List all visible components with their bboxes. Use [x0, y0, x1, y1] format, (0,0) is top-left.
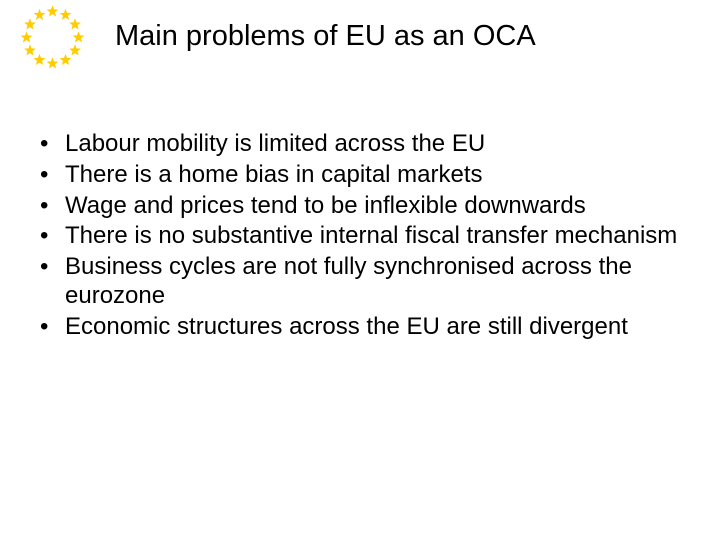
slide-title: Main problems of EU as an OCA [115, 20, 700, 53]
slide-body: Labour mobility is limited across the EU… [30, 130, 690, 344]
eu-flag-icon [0, 0, 105, 75]
bullet-item: Labour mobility is limited across the EU [30, 130, 690, 159]
bullet-list: Labour mobility is limited across the EU… [30, 130, 690, 342]
bullet-item: Economic structures across the EU are st… [30, 313, 690, 342]
bullet-item: Business cycles are not fully synchronis… [30, 253, 690, 311]
slide: Main problems of EU as an OCA Labour mob… [0, 0, 720, 540]
bullet-item: Wage and prices tend to be inflexible do… [30, 192, 690, 221]
bullet-item: There is a home bias in capital markets [30, 161, 690, 190]
bullet-item: There is no substantive internal fiscal … [30, 222, 690, 251]
